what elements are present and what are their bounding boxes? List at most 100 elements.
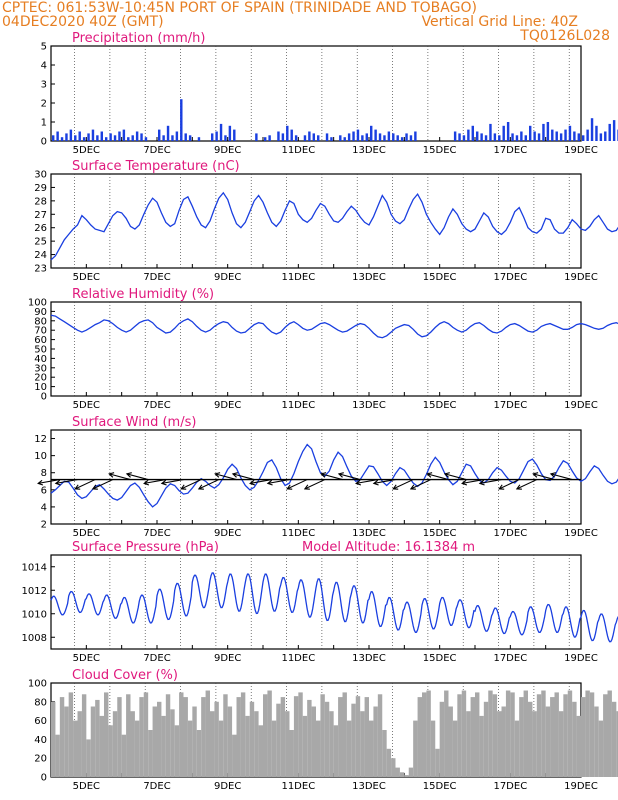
x-tick-label: 9DEC: [214, 781, 241, 792]
precip-bar: [414, 131, 417, 141]
cloud-bar: [452, 720, 458, 777]
cloud-bar: [435, 748, 440, 777]
x-tick-label: 5DEC: [73, 400, 100, 411]
precip-bar: [595, 125, 598, 141]
wind-arrow: [426, 472, 449, 481]
precip-bar: [365, 133, 369, 141]
chart-header: CPTEC: 061:53W-10:45N PORT OF SPAIN (TRI…: [0, 0, 618, 44]
panel-4: 5DEC 7DEC 9DEC 11DEC 13DEC 15DEC 17DEC 19DEC 100…: [22, 540, 618, 664]
cloud-bar: [572, 701, 577, 777]
cloud-bar: [126, 694, 131, 777]
precip-bar: [122, 129, 126, 141]
x-tick-label: 9DEC: [214, 272, 241, 283]
cloud-bar: [139, 697, 144, 777]
cloud-bar: [86, 739, 91, 777]
precip-bar: [188, 135, 192, 141]
panel-1: 5DEC 7DEC 9DEC 11DEC 13DEC 15DEC 17DEC 19DEC 23 2…: [34, 159, 618, 283]
y-tick-label: 12: [34, 434, 47, 445]
precip-bar: [330, 137, 333, 141]
y-tick-label: 10: [34, 382, 47, 393]
cloud-bar: [355, 696, 361, 777]
cloud-bar: [567, 690, 573, 777]
cloud-bar: [554, 692, 559, 777]
cloud-bar: [293, 696, 299, 777]
precip-bar: [506, 122, 510, 141]
cloud-bar: [382, 730, 387, 777]
cloud-bar: [373, 706, 378, 777]
precip-bar: [612, 120, 616, 141]
precip-bar: [51, 135, 55, 141]
precip-bar: [352, 131, 355, 141]
cloud-bar: [267, 690, 272, 777]
cloud-bar: [183, 697, 188, 777]
x-tick-label: 11DEC: [281, 400, 315, 411]
precip-bar: [96, 135, 99, 141]
precip-bar: [564, 129, 567, 141]
precip-bar: [599, 133, 603, 141]
y-tick-label: 3: [41, 80, 47, 91]
precip-bar: [577, 133, 581, 141]
cloud-bar: [232, 734, 237, 777]
wind-arrow: [515, 479, 538, 490]
cloud-bar: [152, 706, 157, 777]
precip-bar: [263, 137, 267, 141]
cloud-bar: [130, 711, 135, 777]
wind-arrow: [214, 472, 237, 481]
precip-bar: [383, 135, 386, 141]
cloud-bar: [99, 715, 104, 777]
precip-bar: [294, 135, 298, 141]
wind-arrow: [355, 479, 378, 486]
cloud-bar: [545, 706, 551, 777]
cloud-bar: [439, 701, 445, 777]
x-tick-label: 17DEC: [493, 653, 527, 664]
y-tick-label: 4: [41, 502, 47, 513]
x-tick-label: 13DEC: [352, 272, 386, 283]
precip-bar: [546, 122, 550, 141]
cloud-bar: [205, 690, 210, 777]
panel-title: Surface Temperature (nC): [72, 159, 240, 174]
cloud-bar: [377, 694, 383, 777]
cloud-bar: [369, 720, 374, 777]
cloud-bar: [196, 730, 202, 777]
cloud-bar: [576, 715, 581, 777]
y-tick-label: 8: [41, 468, 47, 479]
precip-bar: [140, 133, 143, 141]
cloud-bar: [271, 720, 277, 777]
cloud-bar: [227, 706, 233, 777]
cloud-bar: [497, 711, 502, 777]
cloud-bar: [134, 720, 140, 777]
x-tick-label: 9DEC: [214, 400, 241, 411]
y-tick-label: 40: [34, 735, 47, 746]
plot-frame: [50, 554, 582, 650]
x-tick-label: 5DEC: [73, 781, 100, 792]
precip-bar: [551, 129, 554, 141]
cloud-bar: [289, 730, 294, 777]
y-tick-label: 25: [34, 237, 47, 248]
precip-bar: [489, 123, 492, 141]
cloud-bar: [117, 697, 122, 777]
x-tick-label: 13DEC: [352, 781, 386, 792]
cloud-bar: [351, 703, 356, 777]
cloud-bar: [170, 709, 175, 777]
precip-bar: [590, 118, 594, 141]
precip-bar: [219, 123, 223, 141]
wind-arrow: [54, 479, 78, 486]
cloud-bar: [528, 701, 533, 777]
cloud-bar: [430, 720, 436, 777]
precip-bar: [91, 129, 95, 141]
precip-bar: [157, 129, 161, 141]
wind-arrow: [372, 479, 396, 486]
precip-bar: [118, 131, 121, 141]
panel-2: 5DEC 7DEC 9DEC 11DEC 13DEC 15DEC 17DEC 19DEC010…: [28, 287, 618, 411]
cloud-bar: [68, 692, 74, 777]
cloud-bar: [112, 711, 118, 777]
precip-bar: [515, 135, 519, 141]
x-tick-label: 7DEC: [143, 272, 170, 283]
precip-bar: [493, 133, 497, 141]
cloud-bar: [192, 706, 197, 777]
x-tick-label: 5DEC: [73, 528, 100, 539]
cloud-bar: [479, 715, 484, 777]
cloud-bar: [519, 697, 524, 777]
panel-title: Relative Humidity (%): [72, 287, 214, 302]
wind-arrow: [443, 472, 467, 481]
